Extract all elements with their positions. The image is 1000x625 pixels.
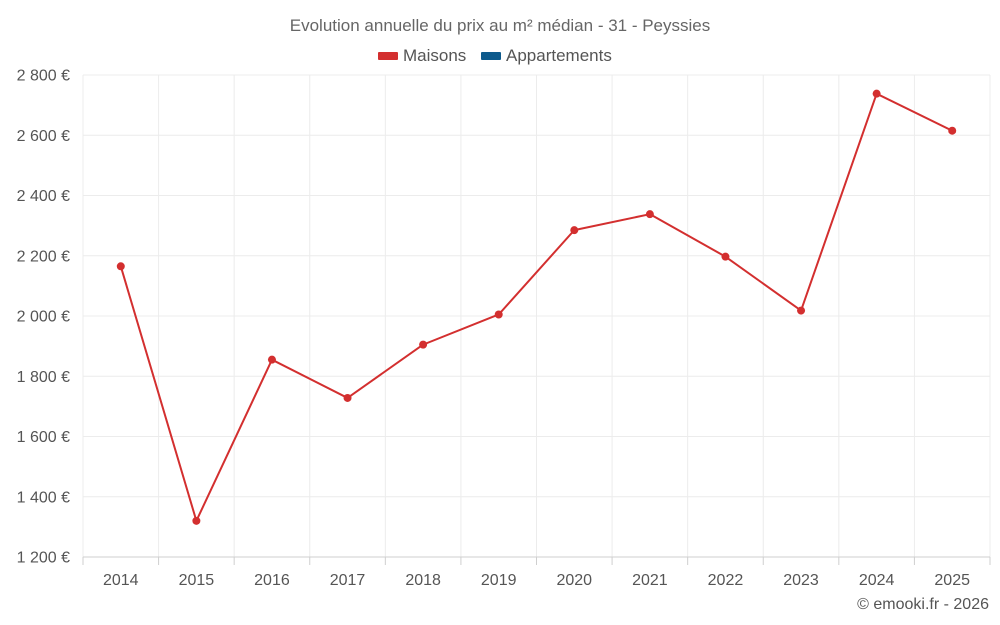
- legend-label-maisons: Maisons: [403, 46, 466, 65]
- data-point-maisons-2022[interactable]: [721, 252, 730, 261]
- y-tick-label: 2 400 €: [17, 188, 70, 205]
- x-tick-label: 2017: [330, 572, 366, 589]
- y-tick-label: 2 000 €: [17, 309, 70, 326]
- series: [116, 89, 957, 525]
- y-tick-label: 1 200 €: [17, 550, 70, 567]
- data-point-maisons-2023[interactable]: [797, 306, 806, 315]
- x-tick-label: 2021: [632, 572, 668, 589]
- legend-label-appartements: Appartements: [506, 46, 612, 65]
- data-point-maisons-2025[interactable]: [948, 126, 957, 135]
- data-point-maisons-2015[interactable]: [192, 516, 201, 525]
- y-axis: 1 200 € 1 400 € 1 600 € 1 800 € 2 000 € 2 200…: [17, 68, 70, 567]
- grid: [82, 74, 991, 557]
- x-tick-label: 2018: [405, 572, 441, 589]
- credit-text: © emooki.fr - 2026: [857, 596, 989, 613]
- x-tick-label: 2019: [481, 572, 517, 589]
- legend-item-appartements[interactable]: Appartements: [481, 46, 612, 65]
- legend-item-maisons[interactable]: Maisons: [378, 46, 466, 65]
- x-tick-label: 2016: [254, 572, 290, 589]
- x-tick-label: 2020: [556, 572, 592, 589]
- x-tick-label: 2025: [934, 572, 970, 589]
- data-point-maisons-2021[interactable]: [645, 210, 654, 219]
- x-tick-label: 2024: [859, 572, 895, 589]
- x-axis: 2014 2015 2016 2017 2018 2019 2020 2021 2022 2023…: [82, 556, 991, 589]
- legend: Maisons Appartements: [378, 46, 612, 65]
- data-point-maisons-2024[interactable]: [872, 89, 881, 98]
- data-point-maisons-2020[interactable]: [570, 226, 579, 235]
- x-tick-label: 2014: [103, 572, 139, 589]
- x-tick-label: 2022: [708, 572, 744, 589]
- y-tick-label: 2 200 €: [17, 248, 70, 265]
- y-tick-label: 1 400 €: [17, 489, 70, 506]
- legend-swatch-appartements: [481, 52, 501, 60]
- data-point-maisons-2017[interactable]: [343, 393, 352, 402]
- data-point-maisons-2019[interactable]: [494, 310, 503, 319]
- data-point-maisons-2016[interactable]: [267, 355, 276, 364]
- legend-swatch-maisons: [378, 52, 398, 60]
- data-point-maisons-2014[interactable]: [116, 262, 125, 271]
- y-tick-label: 2 800 €: [17, 68, 70, 85]
- chart-title: Evolution annuelle du prix au m² médian …: [290, 16, 711, 35]
- series-line-maisons: [119, 92, 954, 522]
- x-tick-label: 2015: [179, 572, 215, 589]
- y-tick-label: 1 600 €: [17, 429, 70, 446]
- y-tick-label: 1 800 €: [17, 369, 70, 386]
- y-tick-label: 2 600 €: [17, 128, 70, 145]
- x-tick-label: 2023: [783, 572, 819, 589]
- data-point-maisons-2018[interactable]: [419, 340, 428, 349]
